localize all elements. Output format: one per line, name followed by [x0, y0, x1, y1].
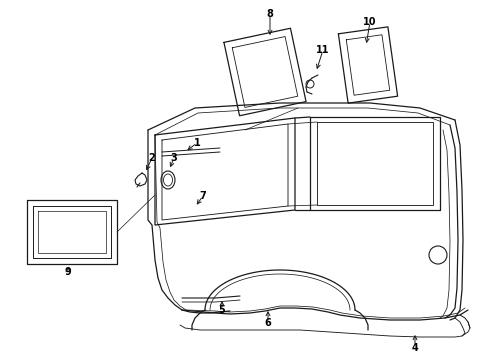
Text: 8: 8 — [267, 9, 273, 19]
Text: 5: 5 — [219, 305, 225, 315]
Text: 4: 4 — [412, 343, 418, 353]
Text: 9: 9 — [65, 267, 72, 277]
Text: 6: 6 — [265, 318, 271, 328]
Text: 1: 1 — [194, 138, 200, 148]
Text: 7: 7 — [199, 191, 206, 201]
Text: 2: 2 — [148, 153, 155, 163]
Text: 10: 10 — [363, 17, 377, 27]
Text: 11: 11 — [316, 45, 330, 55]
Text: 3: 3 — [171, 153, 177, 163]
